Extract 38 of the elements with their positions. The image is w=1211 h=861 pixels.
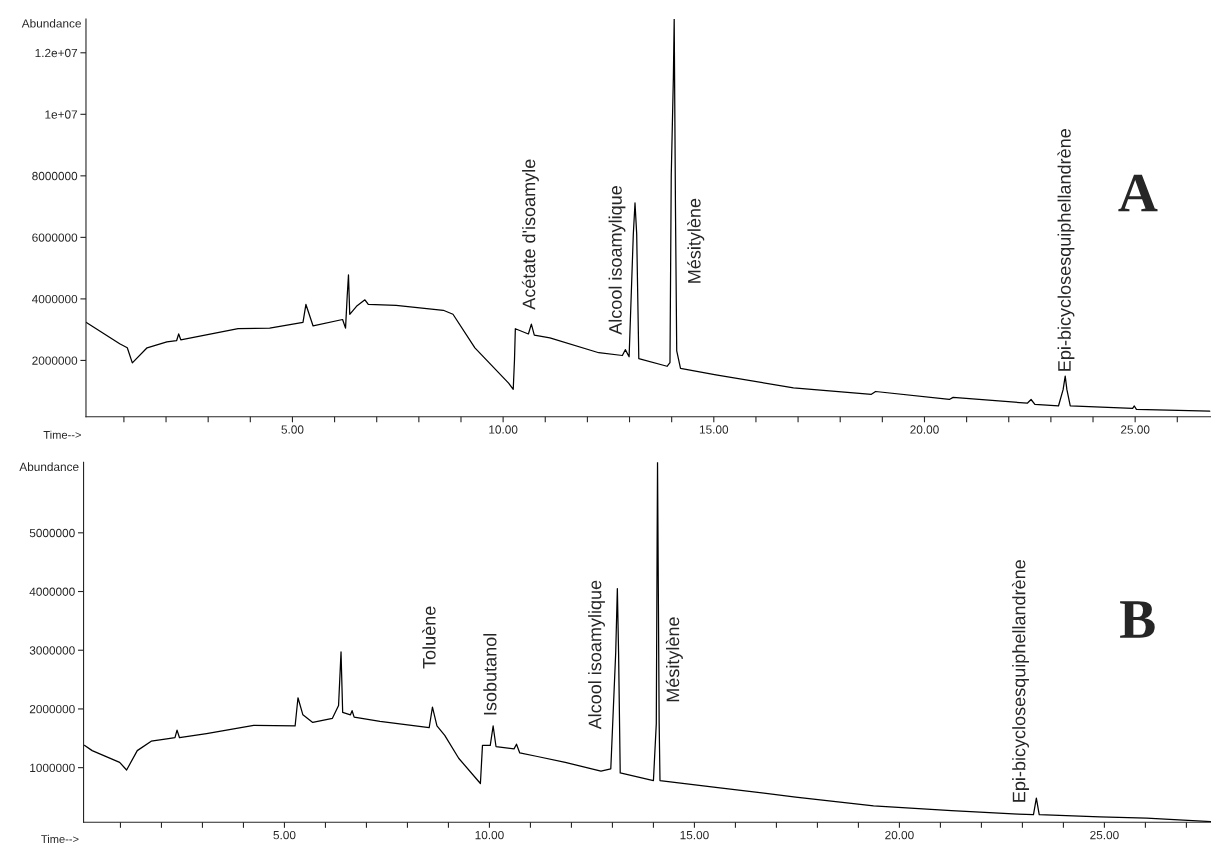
y-tick-label: 4000000 [29,587,75,596]
annotation: Acétate d'isoamyle [521,159,539,310]
annotation: Epi-bicyclosesquiphellandrène [1011,560,1029,802]
annotation: Isobutanol [483,633,497,715]
annotation: B [1120,601,1155,638]
annotation: Toluène [422,606,436,669]
y-tick-label: 1000000 [30,763,75,773]
x-tick-label: 5.00 [281,425,304,434]
x-tick-label: 10.00 [489,425,518,434]
y-tick-label: 5000000 [29,528,75,538]
y-tick-label: 2000000 [32,356,78,365]
x-tick-label: 25.00 [1090,830,1119,840]
annotation: Alcool isoamylique [588,580,605,730]
x-axis-title: Time--> [41,834,79,844]
y-tick-label: 8000000 [32,171,78,181]
y-tick-label: 1.2e+07 [35,48,78,58]
y-axis-title: Abundance [21,18,81,28]
y-tick-label: 6000000 [32,233,78,242]
line-series [83,462,1211,823]
annotation: A [1118,174,1158,212]
x-tick-label: 20.00 [885,830,914,840]
x-tick-label: 10.00 [475,830,504,840]
annotation: Mésitylène [665,617,683,702]
y-tick-label: 2000000 [29,704,75,714]
annotation: Epi-bicyclosesquiphellandrène [1057,129,1075,371]
x-tick-label: 5.00 [273,830,296,840]
x-tick-label: 25.00 [1120,425,1150,434]
y-tick-label: 1e+07 [45,110,78,119]
annotation: Alcool isoamylique [608,186,626,335]
x-tick-label: 20.00 [910,425,939,434]
x-axis-title: Time--> [43,430,81,439]
annotation: Mésitylène [687,198,705,283]
x-tick-label: 15.00 [680,830,709,840]
y-axis-title: Abundance [19,462,79,472]
x-tick-label: 15.00 [699,425,729,434]
y-tick-label: 4000000 [31,294,78,304]
line-series [85,18,1211,412]
y-tick-label: 3000000 [29,646,75,655]
